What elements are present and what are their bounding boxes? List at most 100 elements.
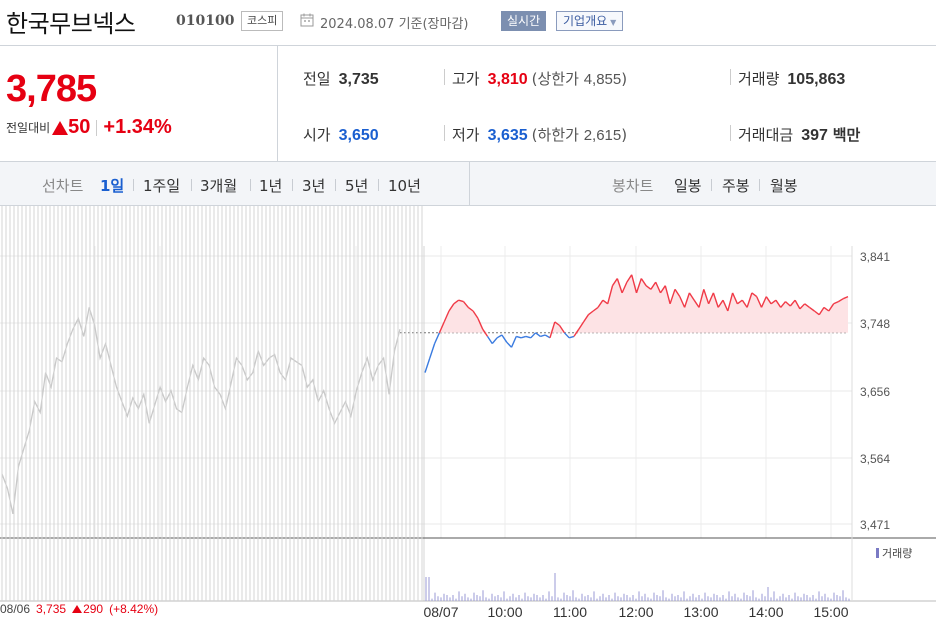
today-line-segment: [587, 310, 594, 316]
today-line-segment: [563, 332, 570, 339]
today-line-segment: [688, 292, 695, 301]
today-line-segment: [554, 321, 561, 327]
prev-change: 290: [83, 602, 104, 616]
today-line-segment: [809, 306, 815, 312]
today-line-segment: [645, 285, 652, 290]
today-line-segment: [573, 328, 580, 337]
line-chart-caption: 선차트: [42, 177, 84, 195]
today-line-segment: [804, 303, 810, 308]
tab-10year[interactable]: 10년: [388, 177, 421, 195]
tab-monthly-candle[interactable]: 월봉: [770, 177, 798, 195]
open-price: 시가 3,650: [303, 126, 379, 144]
today-line-segment: [626, 274, 633, 283]
up-triangle-icon: [72, 605, 83, 613]
price-summary: 3,785 전일대비 50 +1.34% 전일 3,735 시가 3,650 고가 3,8…: [0, 46, 936, 162]
x-tick-label: 10:00: [487, 604, 522, 620]
today-line-segment: [482, 328, 489, 337]
chevron-down-icon: ▼: [610, 18, 617, 27]
tab-1year[interactable]: 1년: [259, 177, 283, 195]
x-tick-label: 15:00: [813, 604, 848, 620]
today-line-segment: [611, 278, 618, 287]
volume-legend: 거래량: [876, 545, 912, 561]
change-percent: +1.34%: [103, 116, 172, 138]
today-line-segment: [607, 285, 614, 304]
stock-name: 한국무브넥스: [6, 10, 136, 38]
today-line-segment: [472, 310, 479, 319]
today-line-segment: [731, 292, 739, 305]
today-line-segment: [838, 298, 844, 303]
today-line-segment: [486, 336, 493, 344]
today-line-segment: [569, 335, 575, 339]
today-line-segment: [693, 299, 700, 308]
tab-daily-candle[interactable]: 일봉: [674, 177, 702, 195]
company-info-dropdown[interactable]: 기업개요 ▼: [556, 11, 624, 31]
stock-header: 한국무브넥스 010100 코스피 2024.08.07 기준(장마감) 실시간…: [0, 0, 936, 46]
realtime-button[interactable]: 실시간: [501, 11, 547, 31]
today-line-segment: [698, 289, 705, 308]
today-line-segment: [621, 281, 628, 294]
prev-change-percent: (+8.42%): [109, 602, 159, 616]
today-line-segment: [525, 335, 531, 339]
today-line-segment: [669, 289, 676, 305]
today-line-segment: [467, 306, 474, 312]
today-line-segment: [520, 335, 527, 339]
tab-3month[interactable]: 3개월: [200, 177, 238, 195]
trade-amount: 거래대금 397 백만: [738, 126, 861, 144]
x-tick-label: 11:00: [553, 604, 587, 620]
today-line-segment: [683, 292, 691, 308]
today-line-segment: [597, 299, 604, 308]
tab-weekly-candle[interactable]: 주봉: [722, 177, 750, 195]
today-line-segment: [592, 306, 599, 312]
today-line-segment: [540, 334, 546, 338]
high-price: 고가 3,810 (상한가 4,855): [452, 70, 628, 88]
today-line-segment: [477, 318, 484, 330]
today-line-segment: [438, 321, 445, 334]
today-line-segment: [510, 336, 517, 348]
x-tick-label: 14:00: [748, 604, 783, 620]
today-line-segment: [616, 278, 623, 294]
calendar-icon: [300, 13, 314, 27]
today-line-segment: [741, 299, 748, 308]
today-line-segment: [760, 296, 767, 308]
tab-1day[interactable]: 1일: [100, 177, 125, 195]
today-line-segment: [775, 299, 782, 308]
gain-area: [425, 274, 848, 333]
today-line-segment: [722, 299, 729, 312]
today-line-segment: [751, 292, 758, 298]
today-line-segment: [448, 303, 455, 312]
tab-5year[interactable]: 5년: [345, 177, 369, 195]
today-line-segment: [433, 332, 441, 344]
market-badge: 코스피: [241, 11, 284, 31]
today-line-segment: [650, 281, 657, 290]
today-line-segment: [453, 299, 460, 305]
today-line-segment: [583, 314, 589, 323]
low-price: 저가 3,635 (하한가 2,615): [452, 126, 628, 144]
current-price-panel: 3,785 전일대비 50 +1.34%: [0, 46, 278, 162]
today-line-segment: [799, 303, 806, 310]
change-label: 전일대비: [6, 121, 51, 135]
reference-date: 2024.08.07 기준(장마감): [320, 17, 469, 32]
today-line-segment: [703, 289, 710, 305]
today-line-segment: [780, 301, 787, 308]
prev-close-price: 3,735: [36, 602, 67, 616]
prev-close: 전일 3,735: [303, 70, 379, 88]
today-line-segment: [578, 321, 585, 330]
today-line-segment: [501, 334, 508, 343]
today-line-segment: [727, 292, 734, 312]
x-tick-label: 08/07: [423, 604, 458, 620]
today-line-segment: [823, 306, 830, 312]
change-value: 50: [68, 116, 91, 138]
stock-code: 010100: [176, 13, 235, 29]
current-price: 3,785: [6, 68, 97, 110]
today-line-segment: [458, 299, 464, 303]
today-line-segment: [429, 343, 436, 359]
today-line-segment: [679, 296, 686, 308]
today-line-segment: [746, 292, 753, 308]
tab-1week[interactable]: 1주일: [143, 177, 181, 195]
today-line-segment: [640, 278, 647, 287]
today-line-segment: [635, 278, 642, 294]
tab-3year[interactable]: 3년: [302, 177, 326, 195]
today-line-segment: [813, 310, 820, 316]
today-line-segment: [818, 307, 825, 316]
y-tick-label: 3,471: [860, 518, 890, 532]
